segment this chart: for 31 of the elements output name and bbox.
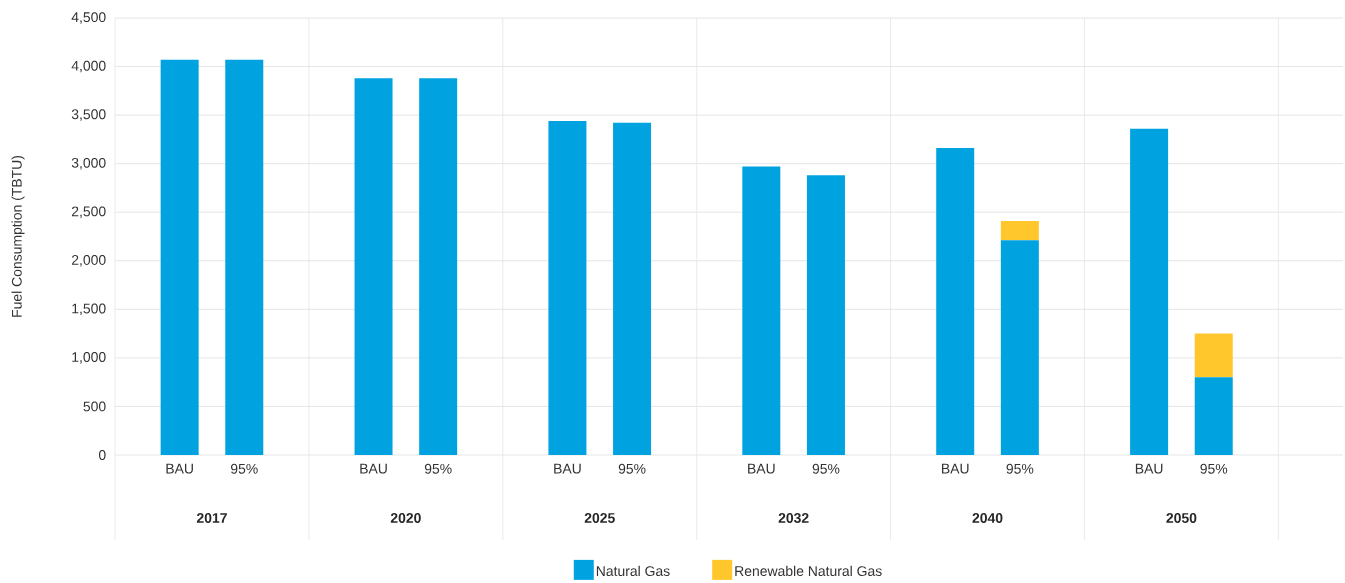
text: 2025 [584, 513, 615, 523]
x-tick-label: 95% [424, 463, 452, 474]
y-tick-label: 0 [98, 450, 106, 460]
x-tick-label: BAU [360, 463, 387, 474]
y-tick-label: 1,000 [72, 352, 106, 364]
x-tick-label: 95% [1006, 463, 1034, 474]
x-tick-label: 95% [618, 463, 646, 474]
y-tick-label: 4,500 [71, 12, 106, 24]
x-tick-label: 95% [1200, 463, 1228, 474]
y-tick-label: 2,500 [71, 206, 106, 218]
text: 2032 [778, 513, 809, 523]
y-tick-label: 4,000 [71, 60, 106, 73]
x-tick-label: BAU [554, 463, 581, 474]
y-tick-label: 500 [83, 401, 106, 412]
text: 2050 [1166, 513, 1197, 523]
x-tick-label: BAU [942, 463, 969, 474]
y-tick-label: 3,500 [71, 109, 106, 121]
x-tick-label: BAU [166, 463, 193, 474]
y-tick-label: 3,000 [71, 157, 106, 170]
y-tick-label: 1,500 [72, 303, 106, 316]
legend-label: Natural Gas [596, 565, 670, 577]
y-tick-label: 2,000 [71, 254, 106, 267]
legend-label: Renewable Natural Gas [735, 565, 882, 577]
text: 2020 [390, 513, 421, 523]
x-tick-label: BAU [1135, 463, 1163, 474]
x-tick-label: BAU [748, 463, 775, 474]
text: 2017 [196, 513, 227, 523]
x-tick-label: 95% [230, 463, 258, 474]
y-axis-title: Fuel Consumption (TBTU) [11, 155, 25, 317]
x-tick-label: 95% [812, 463, 840, 474]
text: 2040 [972, 513, 1003, 523]
